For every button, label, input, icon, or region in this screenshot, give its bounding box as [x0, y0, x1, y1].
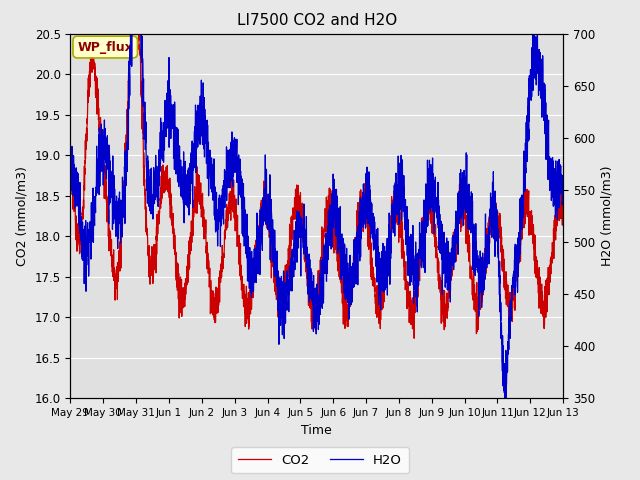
H2O	[277, 312, 285, 318]
CO2	[127, 31, 134, 36]
CO2	[67, 166, 74, 172]
H2O	[550, 167, 557, 173]
H2O	[256, 246, 264, 252]
CO2	[497, 249, 504, 255]
Line: CO2: CO2	[70, 34, 563, 338]
H2O	[497, 318, 504, 324]
CO2	[277, 309, 285, 314]
H2O	[127, 31, 134, 36]
CO2	[123, 139, 131, 145]
H2O	[501, 396, 509, 401]
CO2	[550, 256, 557, 262]
X-axis label: Time: Time	[301, 424, 332, 437]
Legend: CO2, H2O: CO2, H2O	[232, 447, 408, 473]
Text: WP_flux: WP_flux	[77, 40, 133, 54]
H2O	[123, 165, 131, 171]
H2O	[152, 184, 160, 190]
CO2	[152, 270, 160, 276]
CO2	[559, 193, 567, 199]
CO2	[410, 336, 418, 341]
Y-axis label: CO2 (mmol/m3): CO2 (mmol/m3)	[16, 166, 29, 266]
CO2	[256, 213, 264, 218]
Title: LI7500 CO2 and H2O: LI7500 CO2 and H2O	[237, 13, 397, 28]
Line: H2O: H2O	[70, 34, 563, 398]
Y-axis label: H2O (mmol/m3): H2O (mmol/m3)	[601, 166, 614, 266]
H2O	[559, 179, 567, 184]
H2O	[67, 161, 74, 167]
